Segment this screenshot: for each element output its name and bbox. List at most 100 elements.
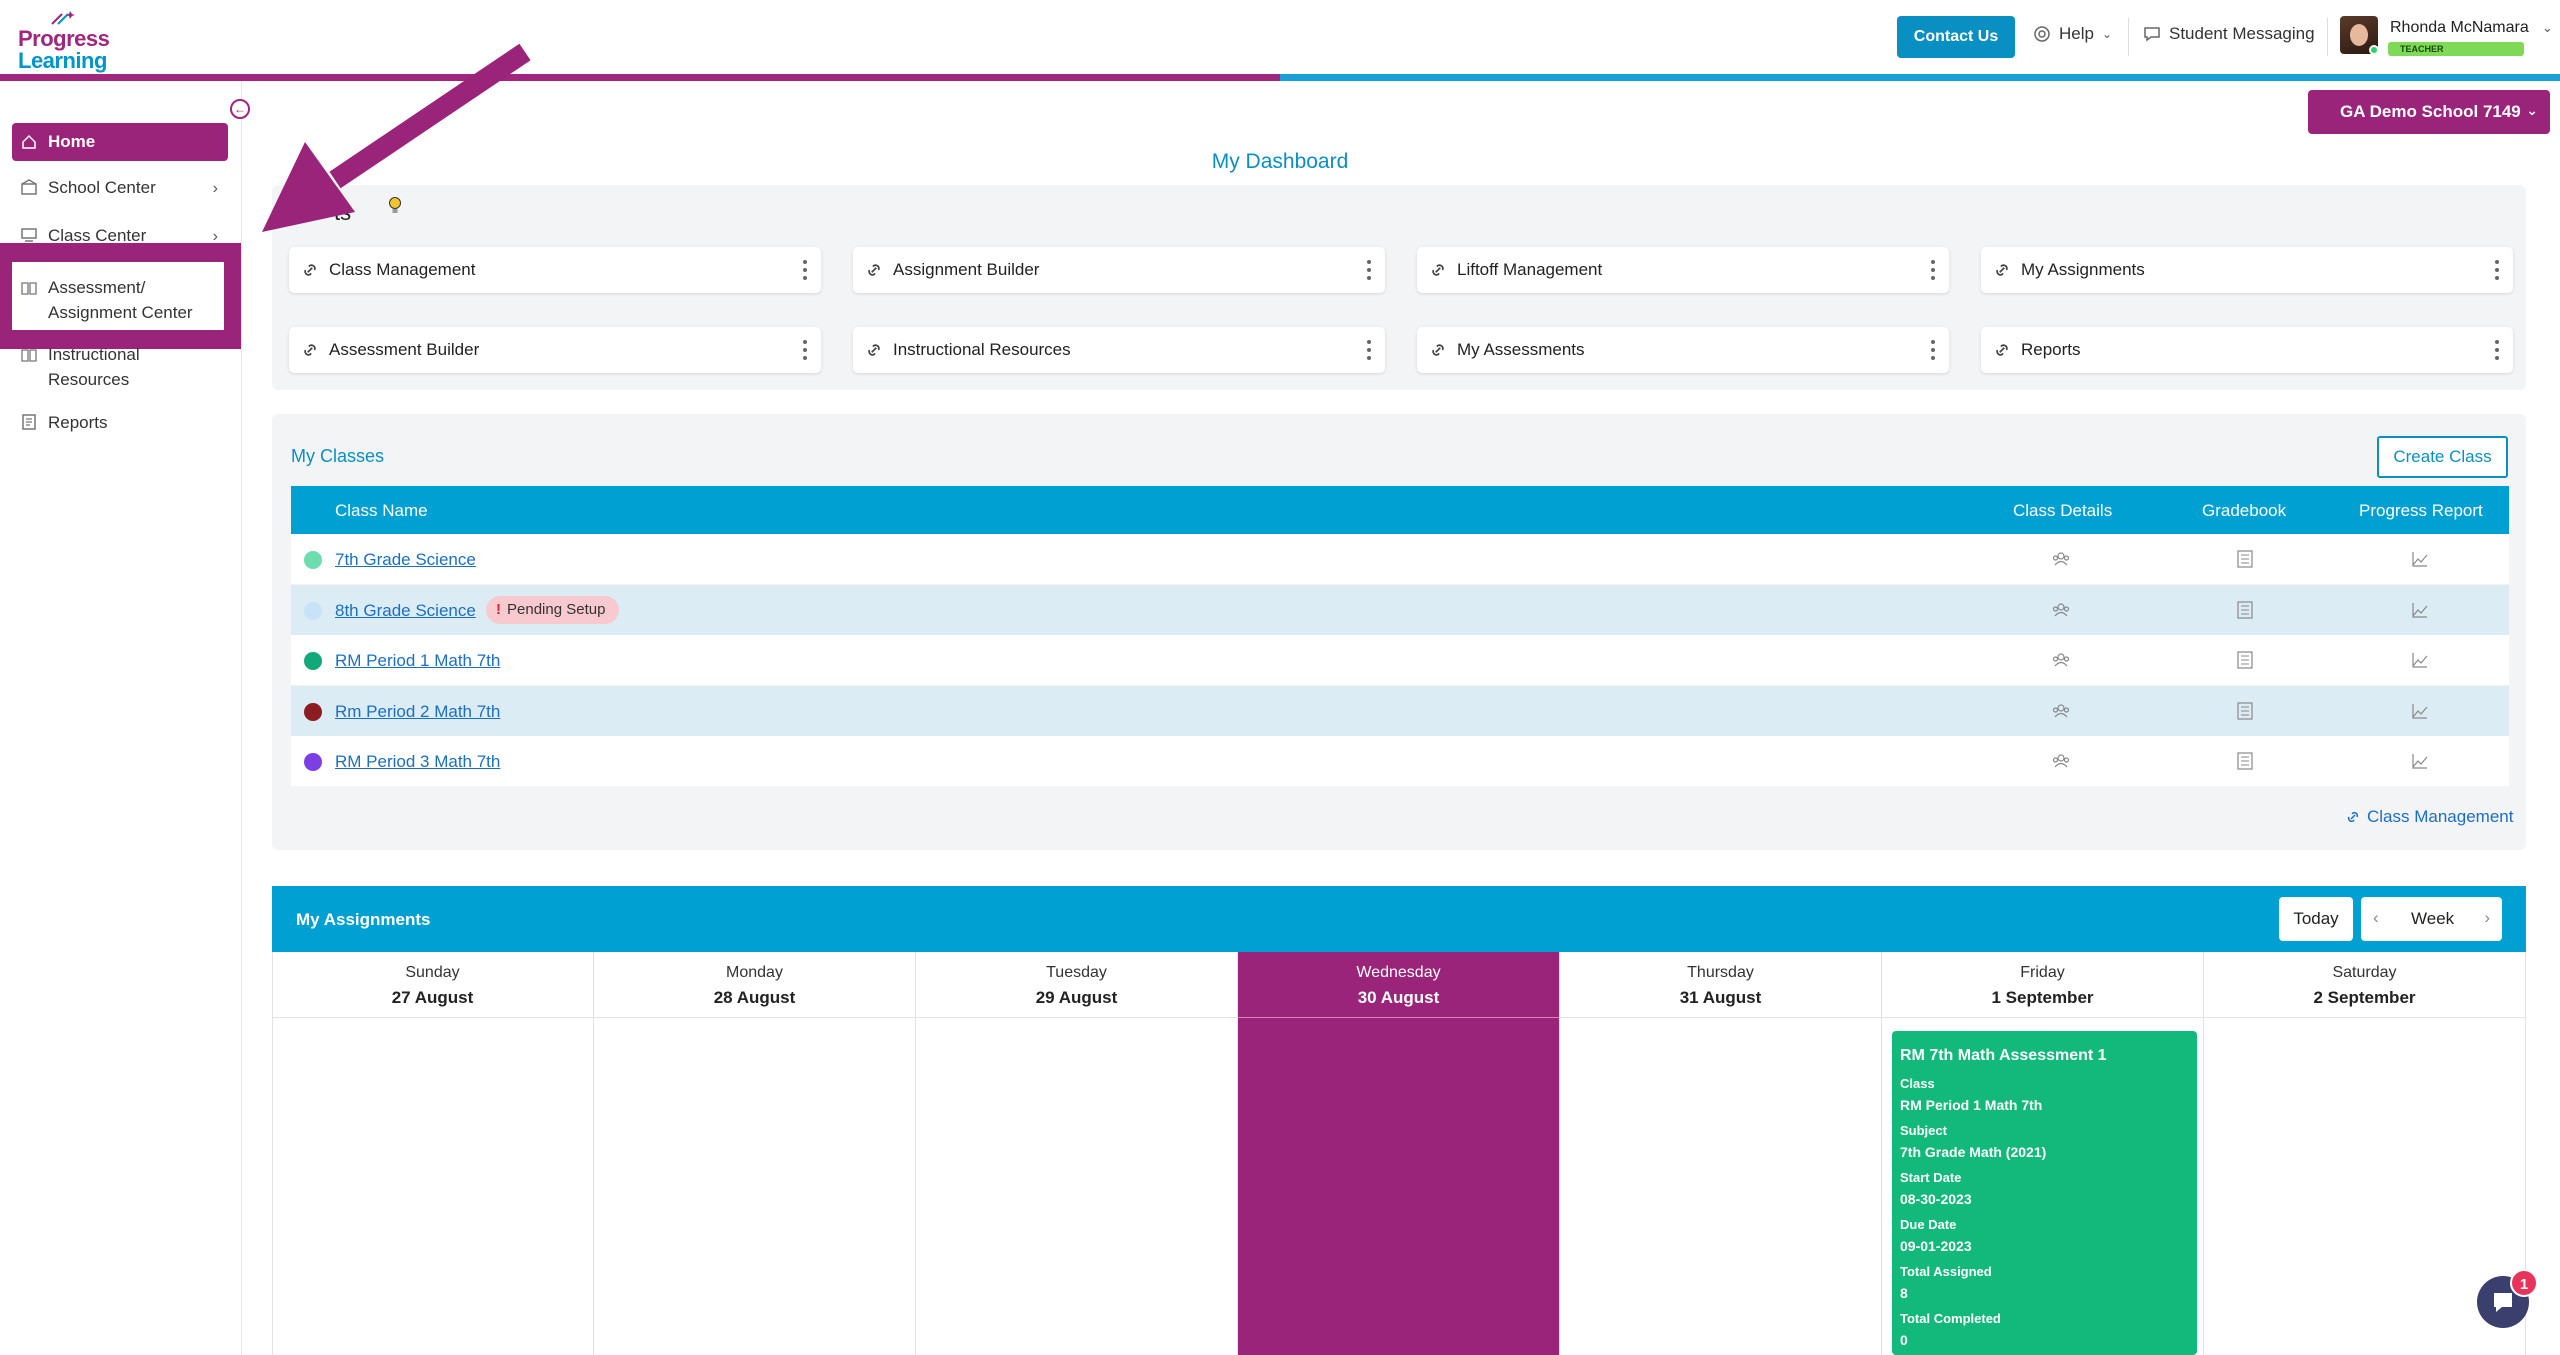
sidebar-item-assessment-center[interactable]: Assessment/ Assignment Center [12, 275, 228, 325]
chat-widget-button[interactable] [2477, 1276, 2529, 1328]
event-completed-value: 0 [1900, 1332, 1908, 1348]
lightbulb-icon [389, 197, 401, 213]
student-messaging-link[interactable]: Student Messaging [2143, 24, 2315, 44]
shortcut-card[interactable]: My Assignments [1981, 247, 2513, 293]
shortcut-label: Assessment Builder [329, 340, 480, 359]
collapse-sidebar-icon[interactable]: ← [230, 99, 250, 119]
calendar-day-column[interactable]: Tuesday 29 August [916, 952, 1238, 1355]
kebab-menu-icon[interactable] [1931, 338, 1935, 362]
col-class-name[interactable]: Class Name [335, 501, 428, 520]
sidebar-item-home[interactable]: Home [12, 123, 228, 161]
gradebook-icon[interactable] [2235, 751, 2255, 771]
sidebar-item-class-center[interactable]: Class Center › [12, 226, 228, 246]
shortcut-label: My Assignments [2021, 260, 2145, 279]
status-badge-label: Pending Setup [507, 600, 606, 618]
kebab-menu-icon[interactable] [803, 258, 807, 282]
link-icon [868, 264, 880, 276]
calendar-event[interactable]: RM 7th Math Assessment 1 Class RM Period… [1892, 1031, 2197, 1355]
chevron-down-icon: ⌄ [2101, 27, 2113, 41]
calendar-day-header: Wednesday 30 August [1238, 952, 1559, 1018]
class-name-link[interactable]: RM Period 1 Math 7th [335, 651, 501, 670]
view-label[interactable]: Week [2411, 909, 2455, 928]
gradebook-icon[interactable] [2235, 549, 2255, 569]
class-name-link[interactable]: RM Period 3 Math 7th [335, 752, 501, 771]
kebab-menu-icon[interactable] [2495, 258, 2499, 282]
kebab-menu-icon[interactable] [2495, 338, 2499, 362]
progress-learning-logo[interactable]: Progress Learning [18, 10, 128, 73]
gradebook-icon[interactable] [2235, 650, 2255, 670]
calendar-day-column[interactable]: Thursday 31 August [1560, 952, 1882, 1355]
shortcut-card[interactable]: Liftoff Management [1417, 247, 1949, 293]
shortcut-card[interactable]: Assessment Builder [289, 327, 821, 373]
contact-us-button[interactable]: Contact Us [1897, 16, 2015, 58]
today-button[interactable]: Today [2279, 897, 2353, 941]
kebab-menu-icon[interactable] [803, 338, 807, 362]
link-icon [304, 264, 316, 276]
progress-report-icon[interactable] [2410, 600, 2430, 620]
messaging-label: Student Messaging [2169, 24, 2315, 43]
sidebar-item-school-center[interactable]: School Center › [12, 178, 228, 198]
shortcut-card[interactable]: Class Management [289, 247, 821, 293]
week-navigator: ‹ Week › [2361, 897, 2502, 941]
shortcut-card[interactable]: My Assessments [1417, 327, 1949, 373]
help-label: Help [2059, 24, 2094, 43]
calendar-day-column[interactable]: Friday 1 September [1882, 952, 2204, 1355]
calendar-day-column[interactable]: Wednesday 30 August [1238, 952, 1560, 1355]
header-accent-bar [0, 74, 2560, 81]
sidebar-item-reports[interactable]: Reports [12, 413, 228, 433]
shortcut-label: My Assessments [1457, 340, 1585, 359]
chevron-left-icon[interactable]: ‹ [2373, 908, 2379, 927]
calendar-day-column[interactable]: Saturday 2 September [2204, 952, 2526, 1355]
class-name-link[interactable]: 7th Grade Science [335, 550, 476, 569]
day-date: 30 August [1357, 988, 1440, 1007]
help-menu[interactable]: Help ⌄ [2033, 24, 2112, 44]
assignments-header [272, 886, 2526, 952]
table-row: RM Period 1 Math 7th [291, 635, 2509, 685]
progress-report-icon[interactable] [2410, 549, 2430, 569]
shortcut-label: Liftoff Management [1457, 260, 1603, 279]
chevron-right-icon: › [212, 228, 218, 245]
calendar-day-column[interactable]: Sunday 27 August [272, 952, 594, 1355]
kebab-menu-icon[interactable] [1367, 258, 1371, 282]
classes-table-header: Class Name Class Details Gradebook Progr… [291, 486, 2509, 534]
gradebook-icon[interactable] [2235, 701, 2255, 721]
sidebar-item-label: Class Center [48, 226, 147, 245]
day-date: 1 September [1991, 988, 2094, 1007]
class-details-icon[interactable] [2051, 751, 2071, 771]
sidebar-item-instructional-resources[interactable]: Instructional Resources [12, 342, 228, 392]
class-details-icon[interactable] [2051, 701, 2071, 721]
logo-line-1: Progress [18, 26, 110, 51]
school-selector[interactable]: GA Demo School 7149 ⌄ [2308, 90, 2550, 134]
message-icon [2144, 27, 2160, 42]
col-progress-report: Progress Report [2359, 501, 2483, 520]
reports-icon [22, 414, 36, 430]
user-name[interactable]: Rhonda McNamara [2390, 19, 2529, 36]
kebab-menu-icon[interactable] [1931, 258, 1935, 282]
progress-report-icon[interactable] [2410, 751, 2430, 771]
class-details-icon[interactable] [2051, 600, 2071, 620]
user-menu-chevron-icon[interactable]: ⌄ [2542, 20, 2553, 35]
class-name-link[interactable]: Rm Period 2 Math 7th [335, 701, 501, 721]
class-name-link[interactable]: 8th Grade Science [335, 600, 476, 620]
link-icon [1996, 264, 2008, 276]
class-color-dot [304, 652, 322, 670]
event-completed-label: Total Completed [1900, 1311, 2001, 1326]
class-details-icon[interactable] [2051, 549, 2071, 569]
sidebar-item-label: Assignment Center [48, 303, 193, 322]
calendar-day-column[interactable]: Monday 28 August [594, 952, 916, 1355]
class-color-dot [304, 601, 322, 620]
gradebook-icon[interactable] [2235, 600, 2255, 620]
class-details-icon[interactable] [2051, 650, 2071, 670]
chevron-right-icon[interactable]: › [2484, 908, 2490, 927]
create-class-button[interactable]: Create Class [2377, 436, 2508, 478]
kebab-menu-icon[interactable] [1367, 338, 1371, 362]
event-assigned-label: Total Assigned [1900, 1264, 1992, 1279]
progress-report-icon[interactable] [2410, 650, 2430, 670]
avatar[interactable] [2340, 16, 2378, 54]
shortcut-card[interactable]: Assignment Builder [853, 247, 1385, 293]
progress-report-icon[interactable] [2410, 701, 2430, 721]
shortcut-card[interactable]: Instructional Resources [853, 327, 1385, 373]
day-date: 28 August [713, 988, 796, 1007]
shortcut-card[interactable]: Reports [1981, 327, 2513, 373]
class-management-link[interactable]: Class Management [2345, 807, 2513, 827]
